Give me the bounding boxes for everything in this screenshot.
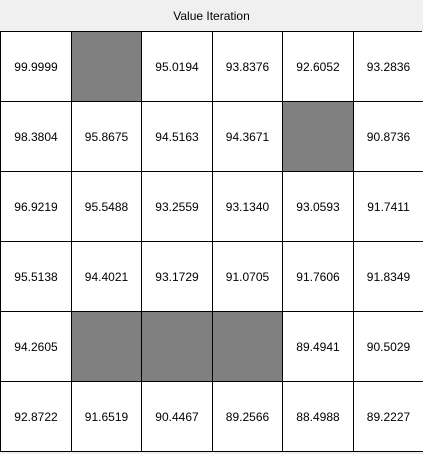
value-cell: 91.0705 xyxy=(213,242,283,312)
value-cell: 91.8349 xyxy=(354,242,423,312)
value-cell: 99.9999 xyxy=(1,32,72,102)
wall-cell xyxy=(142,312,213,382)
value-cell: 89.2566 xyxy=(213,382,283,452)
value-cell: 93.1340 xyxy=(213,172,283,242)
value-cell: 90.4467 xyxy=(142,382,213,452)
value-cell: 93.8376 xyxy=(213,32,283,102)
value-cell: 95.5488 xyxy=(72,172,142,242)
wall-cell xyxy=(283,102,354,172)
value-grid: 99.9999 95.0194 93.8376 92.6052 93.2836 98.38… xyxy=(0,31,423,452)
value-cell: 94.5163 xyxy=(142,102,213,172)
value-cell: 94.3671 xyxy=(213,102,283,172)
value-cell: 92.6052 xyxy=(283,32,354,102)
value-cell: 94.4021 xyxy=(72,242,142,312)
wall-cell xyxy=(72,312,142,382)
value-cell: 88.4988 xyxy=(283,382,354,452)
value-cell: 90.8736 xyxy=(354,102,423,172)
value-cell: 91.6519 xyxy=(72,382,142,452)
value-cell: 92.8722 xyxy=(1,382,72,452)
value-cell: 93.2559 xyxy=(142,172,213,242)
value-cell: 93.0593 xyxy=(283,172,354,242)
value-cell: 90.5029 xyxy=(354,312,423,382)
value-cell: 94.2605 xyxy=(1,312,72,382)
value-cell: 91.7411 xyxy=(354,172,423,242)
value-cell: 95.5138 xyxy=(1,242,72,312)
wall-cell xyxy=(72,32,142,102)
window-title: Value Iteration xyxy=(0,0,423,32)
value-cell: 93.2836 xyxy=(354,32,423,102)
value-cell: 93.1729 xyxy=(142,242,213,312)
wall-cell xyxy=(213,312,283,382)
value-cell: 89.2227 xyxy=(354,382,423,452)
value-cell: 91.7606 xyxy=(283,242,354,312)
value-cell: 98.3804 xyxy=(1,102,72,172)
value-cell: 95.8675 xyxy=(72,102,142,172)
value-cell: 95.0194 xyxy=(142,32,213,102)
value-cell: 96.9219 xyxy=(1,172,72,242)
value-cell: 89.4941 xyxy=(283,312,354,382)
